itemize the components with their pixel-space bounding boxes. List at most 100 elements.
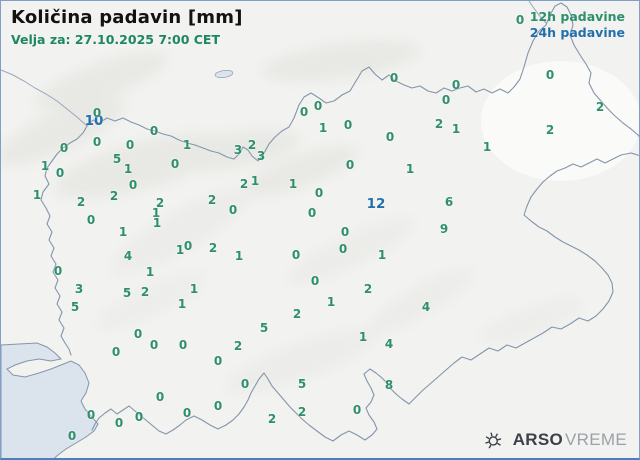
- logo-agency: ARSO: [512, 430, 564, 449]
- station-value-12h: 0: [343, 118, 353, 132]
- station-value-12h: 1: [451, 122, 461, 136]
- station-value-12h: 2: [595, 100, 605, 114]
- station-value-12h: 2: [155, 196, 165, 210]
- station-value-12h: 0: [92, 106, 102, 120]
- station-value-12h: 0: [213, 354, 223, 368]
- station-value-12h: 2: [140, 285, 150, 299]
- station-value-12h: 1: [358, 330, 368, 344]
- station-value-12h: 3: [256, 149, 266, 163]
- valid-time-subtitle: Velja za: 27.10.2025 7:00 CET: [11, 32, 220, 47]
- station-value-12h: 2: [363, 282, 373, 296]
- slovenia-border-south: [91, 152, 639, 442]
- arso-vreme-logo[interactable]: ARSO VREME: [481, 428, 627, 452]
- station-value-12h: 0: [128, 178, 138, 192]
- station-value-12h: 0: [340, 225, 350, 239]
- station-value-12h: 1: [189, 282, 199, 296]
- station-value-12h: 1: [250, 174, 260, 188]
- station-value-12h: 8: [384, 378, 394, 392]
- station-value-12h: 2: [297, 405, 307, 419]
- station-value-12h: 0: [545, 68, 555, 82]
- station-value-12h: 0: [86, 213, 96, 227]
- station-value-12h: 5: [259, 321, 269, 335]
- slovenia-border-west: [40, 125, 88, 356]
- station-value-12h: 6: [444, 195, 454, 209]
- station-value-12h: 1: [182, 138, 192, 152]
- station-value-12h: 0: [59, 141, 69, 155]
- station-value-12h: 1: [177, 297, 187, 311]
- station-value-12h: 1: [318, 121, 328, 135]
- station-value-12h: 1: [32, 188, 42, 202]
- station-value-12h: 0: [389, 71, 399, 85]
- station-value-12h: 2: [292, 307, 302, 321]
- station-value-12h: 1: [326, 295, 336, 309]
- station-value-12h: 2: [208, 241, 218, 255]
- station-value-12h: 1: [123, 162, 133, 176]
- station-value-12h: 0: [155, 390, 165, 404]
- station-value-12h: 0: [213, 399, 223, 413]
- station-value-12h: 1: [40, 159, 50, 173]
- station-value-12h: 0: [310, 274, 320, 288]
- legend-item-24h[interactable]: 24h padavine: [529, 25, 625, 40]
- station-value-12h: 5: [122, 286, 132, 300]
- station-value-12h: 2: [434, 117, 444, 131]
- station-value-12h: 0: [111, 345, 121, 359]
- station-value-12h: 0: [338, 242, 348, 256]
- italy-austria-border: [1, 69, 88, 127]
- station-value-12h: 1: [482, 140, 492, 154]
- station-value-12h: 5: [297, 377, 307, 391]
- station-value-12h: 1: [118, 225, 128, 239]
- station-value-12h: 0: [314, 186, 324, 200]
- relief-shading: [1, 39, 583, 394]
- station-value-12h: 0: [451, 78, 461, 92]
- station-value-12h: 0: [291, 248, 301, 262]
- station-value-12h: 0: [55, 166, 65, 180]
- station-value-12h: 0: [114, 416, 124, 430]
- station-value-12h: 0: [134, 410, 144, 424]
- station-value-12h: 0: [125, 138, 135, 152]
- legend: 12h padavine 24h padavine: [530, 9, 625, 41]
- station-value-12h: 3: [233, 143, 243, 157]
- station-value-12h: 5: [112, 152, 122, 166]
- station-value-12h: 0: [182, 406, 192, 420]
- station-value-12h: 0: [178, 338, 188, 352]
- station-value-12h: 0: [441, 93, 451, 107]
- station-value-12h: 4: [123, 249, 133, 263]
- station-value-12h: 1: [152, 216, 162, 230]
- station-value-12h: 0: [92, 135, 102, 149]
- station-value-12h: 2: [267, 412, 277, 426]
- station-value-12h: 2: [247, 138, 257, 152]
- station-value-12h: 3: [74, 282, 84, 296]
- station-value-12h: 2: [109, 189, 119, 203]
- station-value-12h: 5: [70, 300, 80, 314]
- station-value-12h: 1: [175, 243, 185, 257]
- station-value-12h: 0: [515, 13, 525, 27]
- plain-shading: [481, 61, 639, 181]
- station-value-12h: 1: [377, 248, 387, 262]
- station-value-12h: 0: [345, 158, 355, 172]
- station-value-12h: 0: [228, 203, 238, 217]
- logo-text: ARSO VREME: [513, 430, 627, 450]
- station-value-12h: 0: [307, 206, 317, 220]
- station-value-24h: 10: [84, 113, 104, 129]
- station-value-12h: 0: [352, 403, 362, 417]
- sun-weather-icon: [485, 432, 501, 449]
- slovenia-border-north: [86, 2, 639, 162]
- station-value-12h: 0: [313, 99, 323, 113]
- page-title: Količina padavin [mm]: [11, 7, 243, 28]
- station-value-12h: 4: [421, 300, 431, 314]
- station-value-12h: 1: [151, 206, 161, 220]
- station-value-12h: 0: [86, 408, 96, 422]
- station-value-12h: 0: [299, 105, 309, 119]
- station-value-12h: 2: [207, 193, 217, 207]
- station-value-12h: 0: [183, 239, 193, 253]
- legend-item-12h[interactable]: 12h padavine: [529, 9, 625, 24]
- lake: [214, 70, 234, 78]
- adriatic-sea: [1, 342, 99, 458]
- station-value-24h: 12: [366, 196, 386, 212]
- station-value-12h: 2: [76, 195, 86, 209]
- station-value-12h: 2: [233, 339, 243, 353]
- station-value-12h: 1: [145, 265, 155, 279]
- station-value-12h: 1: [405, 162, 415, 176]
